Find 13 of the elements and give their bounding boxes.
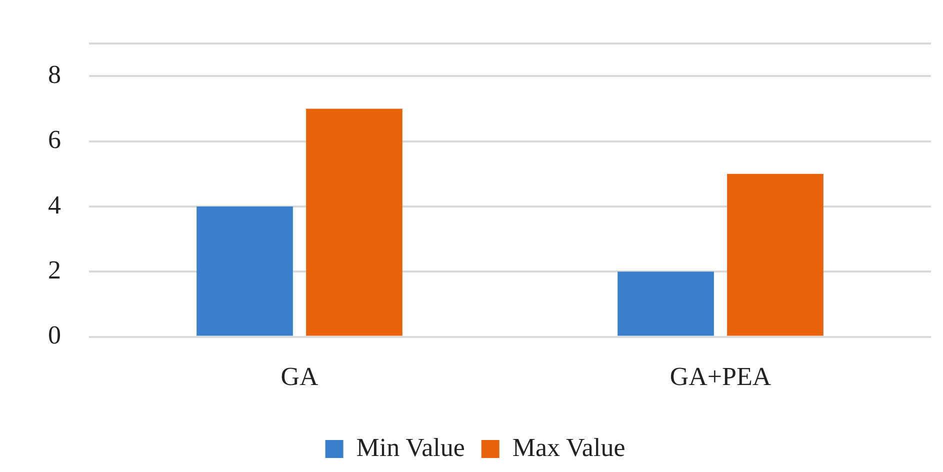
bar	[618, 272, 714, 336]
bar	[306, 108, 402, 336]
y-tick-label: 8	[48, 60, 61, 90]
bar	[196, 206, 293, 336]
legend-label: Max Value	[512, 432, 626, 462]
y-tick-label: 0	[48, 320, 61, 350]
bar	[727, 174, 824, 336]
x-tick-label: GA	[280, 362, 318, 392]
x-tick-label: GA+PEA	[670, 362, 772, 392]
y-tick-label: 2	[48, 255, 61, 284]
legend-label: Min Value	[356, 432, 465, 462]
y-tick-label: 4	[48, 190, 61, 220]
y-tick-label: 6	[48, 125, 61, 154]
